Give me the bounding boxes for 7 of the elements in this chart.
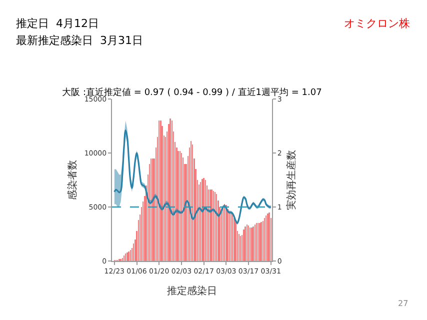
x-axis-title: 推定感染日 <box>167 284 217 297</box>
y2-axis-title: 実効再生産数 <box>285 150 298 210</box>
text: オミクロン株 <box>344 17 410 30</box>
y-axis-title: 感染者数 <box>66 160 78 200</box>
text: 最新推定感染日 3月31日 <box>16 34 143 47</box>
text: 27 <box>398 299 408 308</box>
text: 推定日 4月12日 <box>16 17 99 30</box>
